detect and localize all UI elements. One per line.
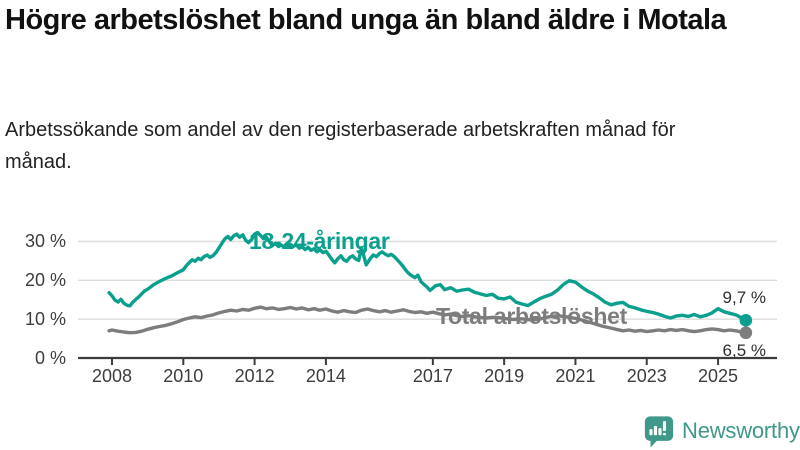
end-value-label-total: 6,5 % xyxy=(722,341,766,360)
end-dot-total xyxy=(739,326,753,340)
y-tick-label-10: 10 % xyxy=(24,309,66,330)
x-tick-label-2014: 2014 xyxy=(305,366,346,386)
end-value-label-youth: 9,7 % xyxy=(722,288,766,307)
page-title: Högre arbetslöshet bland unga än bland ä… xyxy=(5,4,727,36)
series-line-youth xyxy=(107,230,748,322)
end-dot-youth xyxy=(739,314,753,327)
y-tick-label-20: 20 % xyxy=(24,270,66,291)
x-tick-label-2021: 2021 xyxy=(555,366,596,386)
x-tick-label-2012: 2012 xyxy=(234,366,275,386)
x-tick-label-2017: 2017 xyxy=(412,366,453,386)
x-tick-label-2023: 2023 xyxy=(626,366,667,386)
newsworthy-brand[interactable]: Newsworthy xyxy=(643,413,800,449)
x-tick-label-2010: 2010 xyxy=(163,366,204,386)
series-label-youth: 18-24-åringar xyxy=(249,228,390,254)
series-label-total: Total arbetslöshet xyxy=(436,303,627,329)
y-tick-label-30: 30 % xyxy=(24,231,66,252)
brand-name: Newsworthy xyxy=(682,418,800,443)
x-tick-label-2025: 2025 xyxy=(698,366,739,386)
series-line-total xyxy=(107,305,748,335)
y-tick-label-0: 0 % xyxy=(34,348,66,368)
bar-chart-speech-bubble-icon xyxy=(644,416,674,448)
x-tick-label-2019: 2019 xyxy=(484,366,525,386)
chart-subtitle: Arbetssökande som andel av den registerb… xyxy=(5,119,676,173)
x-tick-label-2008: 2008 xyxy=(91,366,133,386)
